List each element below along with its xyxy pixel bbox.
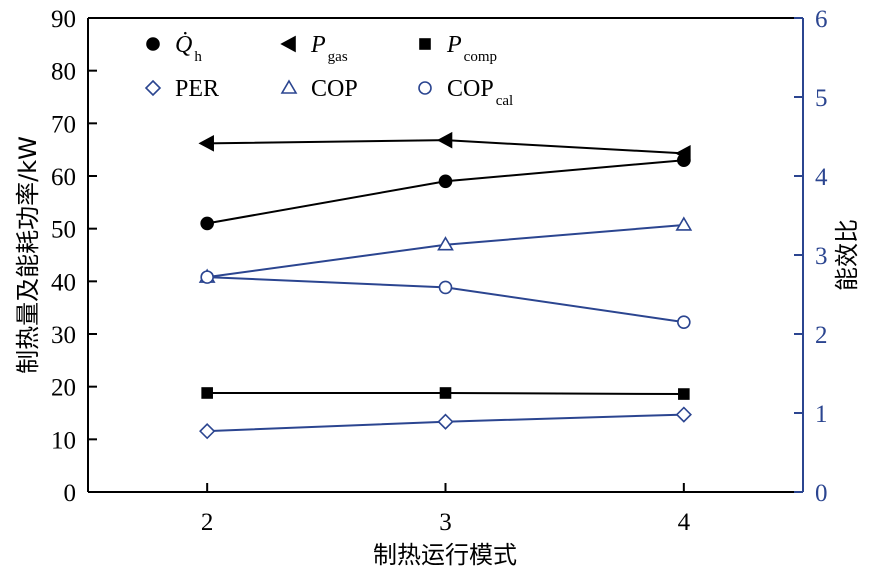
data-point (439, 387, 452, 399)
data-point (437, 413, 454, 430)
x-axis-label: 制热运行模式 (373, 541, 517, 569)
legend-label: PER (175, 76, 219, 102)
legend-marker (146, 37, 160, 51)
y-tick-label: 60 (51, 164, 76, 191)
series-line (207, 223, 684, 279)
series-1 (198, 131, 691, 162)
y-tick-label: 20 (51, 375, 76, 402)
legend-marker (418, 81, 432, 95)
data-point (199, 423, 216, 440)
legend-label: COP cal (447, 76, 513, 109)
data-point (200, 216, 214, 231)
series-line (206, 159, 684, 225)
y-axis-label: 制热量及能耗功率/kW (14, 136, 42, 374)
data-point (675, 216, 693, 231)
x-tick-label: 2 (201, 509, 214, 536)
legend-marker (419, 38, 431, 50)
series-0 (200, 153, 691, 231)
x-tick-label: 3 (439, 509, 452, 536)
y2-tick-label: 1 (815, 401, 828, 428)
data-point (675, 406, 692, 423)
data-point (678, 388, 690, 400)
y-tick-label: 70 (51, 111, 76, 138)
x-tick-label: 4 (678, 509, 691, 536)
data-point (436, 131, 453, 149)
y-tick-label: 50 (51, 217, 76, 244)
legend-marker (280, 35, 296, 53)
y-tick-label: 90 (51, 6, 76, 33)
axes: 0 10 20 30 40 50 60 70 80 90 0 1 2 3 4 5 6 2 3 4 (51, 6, 828, 536)
data-point (200, 270, 214, 284)
y-tick-label: 0 (64, 480, 77, 507)
y2-tick-label: 0 (815, 480, 828, 507)
data-point (438, 280, 453, 295)
y2-tick-label: 2 (815, 322, 828, 349)
data-point (201, 387, 213, 399)
series-2 (201, 387, 690, 400)
y2-tick-label: 5 (815, 85, 828, 112)
series-4 (198, 216, 693, 283)
y2-tick-label: 6 (815, 6, 828, 33)
series-3 (199, 406, 692, 440)
legend-marker (280, 79, 298, 94)
y2-tick-label: 4 (815, 164, 828, 191)
y-tick-label: 10 (51, 427, 76, 454)
data-point (437, 236, 454, 251)
legend-label: Q̇ h (175, 32, 202, 65)
y-tick-label: 30 (51, 322, 76, 349)
data-point (438, 174, 453, 189)
data-point (677, 315, 691, 329)
legend-label: COP (311, 76, 358, 102)
y-tick-label: 80 (51, 59, 76, 86)
data-point (675, 145, 691, 162)
y-tick-label: 40 (51, 269, 76, 296)
series-layer (198, 131, 693, 440)
legend-marker (144, 79, 162, 97)
data-point (198, 135, 214, 152)
series-5 (200, 270, 691, 329)
y2-axis-label: 能效比 (833, 219, 861, 291)
y2-tick-label: 3 (815, 243, 828, 270)
